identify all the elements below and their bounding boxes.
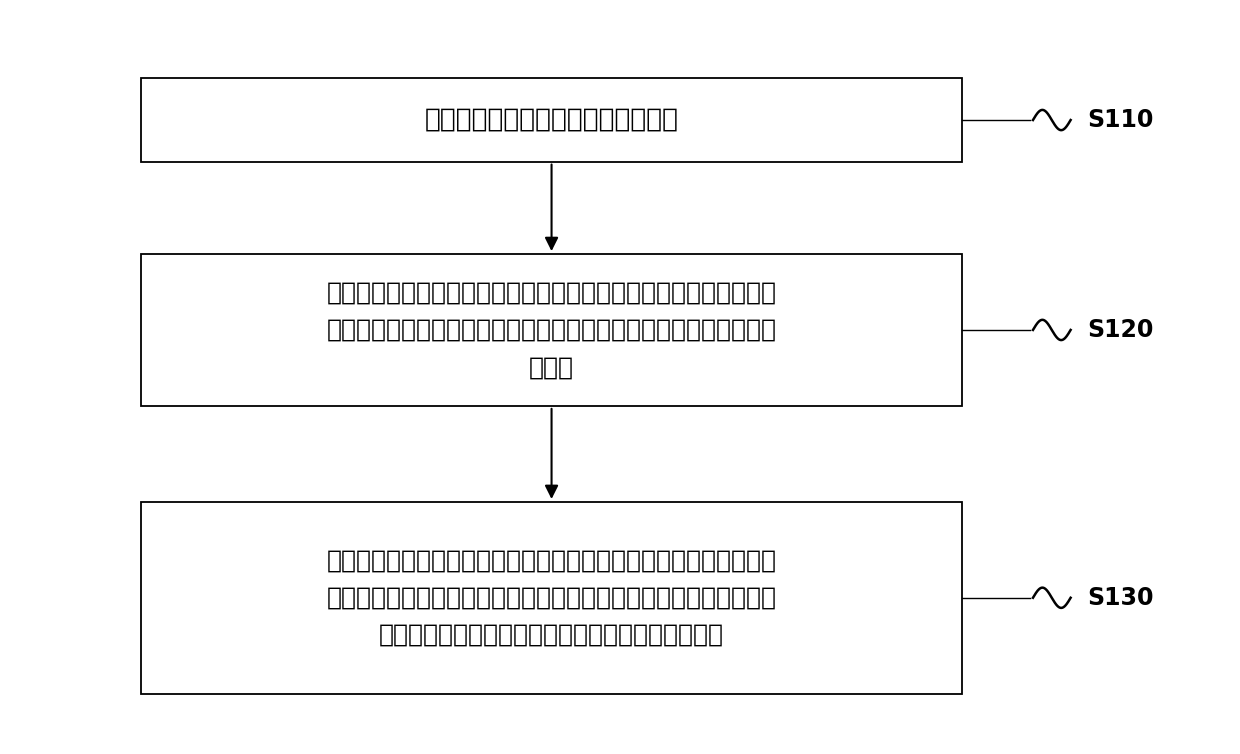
Text: S130: S130 bbox=[1087, 586, 1154, 610]
Text: S110: S110 bbox=[1087, 108, 1154, 132]
Bar bbox=[141, 502, 962, 694]
Text: 获取应用层传输的表格数据处理请求: 获取应用层传输的表格数据处理请求 bbox=[424, 107, 678, 133]
Text: S120: S120 bbox=[1087, 318, 1154, 342]
Text: 根据键标识确定对应的行数据键值对，并根据表格数据处理请求对行
数据键值对中的数值进行处理，其中，行数据键值对的键域用于存储
键标识，行数据键值对的值域用于存储行: 根据键标识确定对应的行数据键值对，并根据表格数据处理请求对行 数据键值对中的数值… bbox=[326, 548, 776, 647]
Bar bbox=[141, 254, 962, 406]
Bar bbox=[141, 78, 962, 161]
Text: 根据表格数据处理请求，确定待处理行数据的键标识，其中，键标识
为待处理行数据中至少一列的数值，对应键标识的列作为行数据的键
标识列: 根据表格数据处理请求，确定待处理行数据的键标识，其中，键标识 为待处理行数据中至… bbox=[326, 280, 776, 379]
